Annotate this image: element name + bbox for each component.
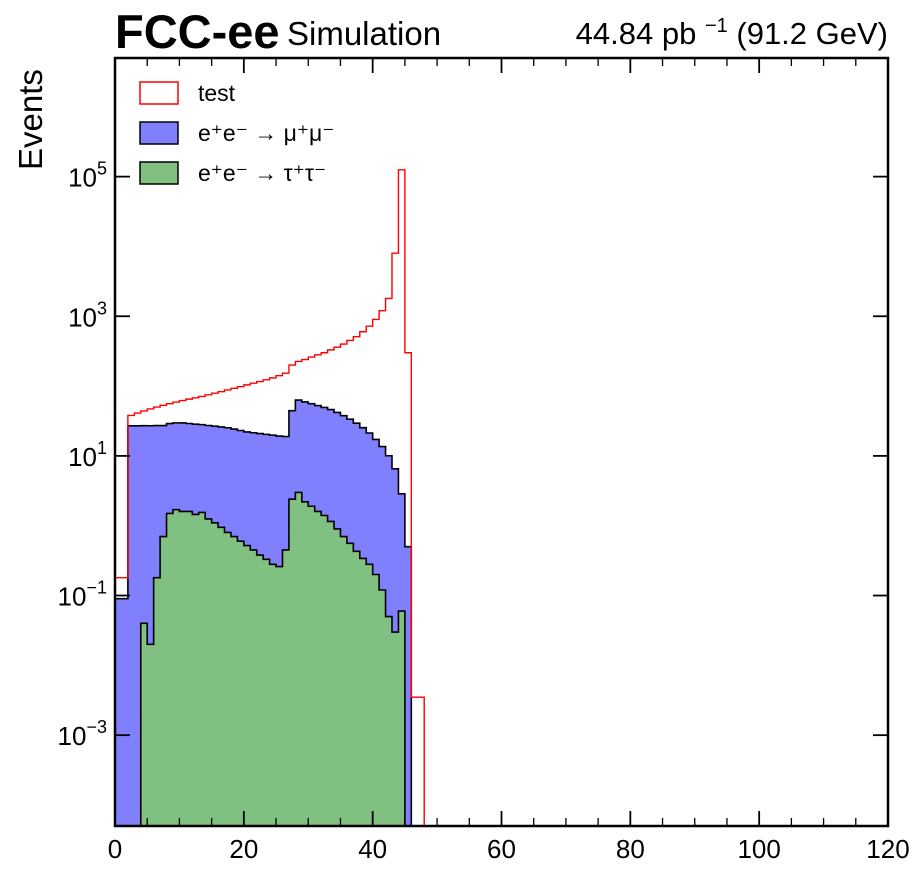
axes: 0 20 40 60 80 100 120 10−3 10−1 101 103 105 (58, 56, 910, 864)
x-tick-label: 0 (108, 834, 122, 864)
lumi-label: 44.84 pb −1 (91.2 GeV) (576, 4, 888, 51)
legend-swatch (139, 121, 179, 145)
experiment-label: FCC-ee (115, 5, 280, 58)
y-tick-label: 105 (68, 159, 107, 193)
y-tick-label: 101 (68, 438, 107, 472)
x-tick-label: 20 (229, 834, 258, 864)
status-label: Simulation (287, 15, 441, 52)
lumi-exponent: −1 (705, 15, 728, 37)
series-tautau-outline (139, 491, 406, 826)
legend-label: e⁺e⁻ → μ⁺μ⁻ (198, 120, 334, 146)
x-tick-label: 40 (358, 834, 387, 864)
lumi-value: 44.84 pb (576, 16, 697, 51)
legend-swatch (139, 81, 179, 105)
x-tick-label: 100 (737, 834, 780, 864)
y-tick-label: 103 (68, 298, 107, 332)
x-tick-label: 80 (616, 834, 645, 864)
y-tick-label: 10−3 (58, 717, 107, 751)
y-axis-label: Events (12, 69, 49, 170)
legend-label: e⁺e⁻ → τ⁺τ⁻ (198, 160, 326, 186)
legend-label: test (198, 80, 236, 106)
series-test-step (115, 169, 425, 826)
x-tick-label: 60 (487, 834, 516, 864)
y-tick-label: 10−1 (58, 578, 107, 612)
plot-area (115, 169, 425, 826)
series-tautau-fill (140, 492, 405, 826)
series-mumu-outline (115, 399, 413, 826)
legend: test e⁺e⁻ → μ⁺μ⁻ e⁺e⁻ → τ⁺τ⁻ (139, 80, 334, 186)
energy-label: (91.2 GeV) (736, 16, 888, 51)
legend-swatch (139, 161, 179, 185)
x-tick-label: 120 (866, 834, 909, 864)
